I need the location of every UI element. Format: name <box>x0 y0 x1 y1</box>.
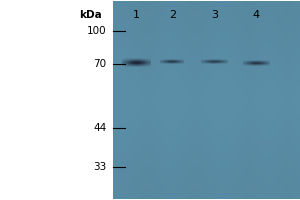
Text: 2: 2 <box>169 10 176 20</box>
Text: 3: 3 <box>211 10 218 20</box>
Text: 100: 100 <box>87 26 107 36</box>
Text: kDa: kDa <box>79 10 102 20</box>
Text: 33: 33 <box>94 162 107 172</box>
Text: 44: 44 <box>94 123 107 133</box>
Text: 4: 4 <box>252 10 260 20</box>
Text: 1: 1 <box>133 10 140 20</box>
Text: 70: 70 <box>94 59 107 69</box>
